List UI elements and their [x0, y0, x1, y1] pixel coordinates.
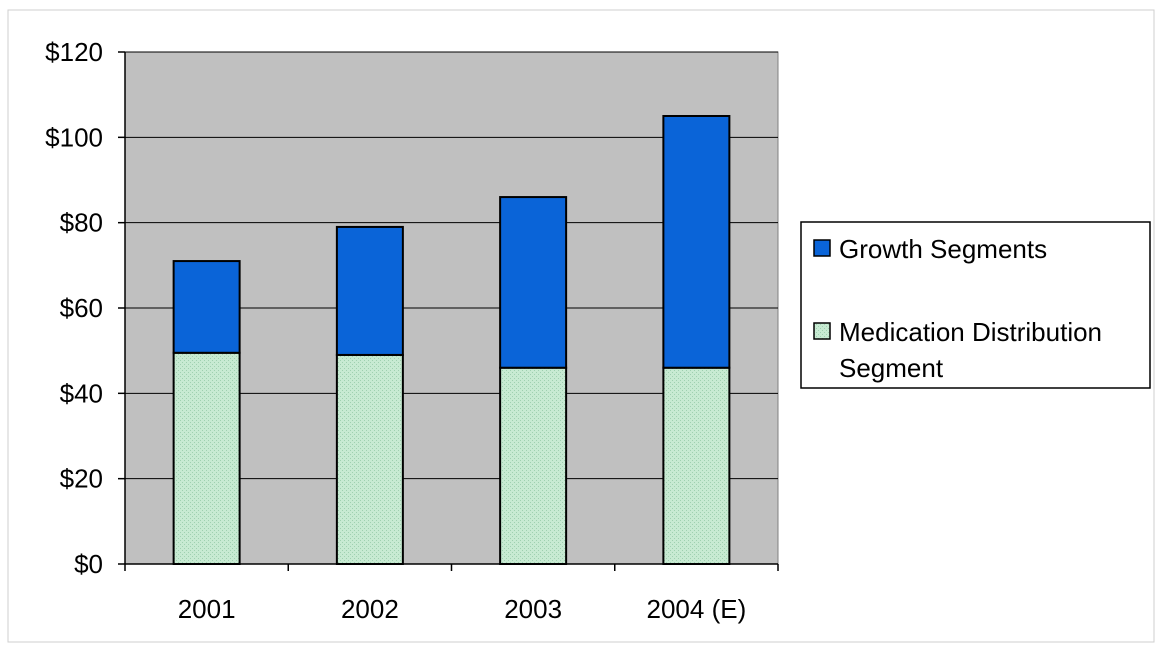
x-tick-label: 2002 — [341, 594, 399, 624]
x-tick-label: 2003 — [504, 594, 562, 624]
bar-growth-segments-2003 — [499, 196, 568, 369]
legend-label-medication-line1: Medication Distribution — [839, 317, 1102, 347]
y-tick-label: $100 — [45, 122, 103, 152]
bar-medication-distribution-segment-2002 — [335, 353, 404, 565]
y-tick-label: $20 — [60, 464, 103, 494]
y-tick-label: $120 — [45, 37, 103, 67]
y-tick-label: $60 — [60, 293, 103, 323]
legend-box — [800, 221, 1151, 389]
legend-swatch-growth — [813, 239, 831, 257]
x-tick-label: 2001 — [178, 594, 236, 624]
bar-growth-segments-2004e — [662, 115, 731, 369]
y-tick-label: $80 — [60, 208, 103, 238]
bar-medication-distribution-segment-2004e — [662, 366, 731, 565]
legend-label-growth: Growth Segments — [839, 234, 1047, 264]
chart-frame — [7, 9, 1155, 643]
x-tick-label: 2004 (E) — [647, 594, 747, 624]
legend-swatch-medication — [813, 322, 831, 340]
bar-medication-distribution-segment-2001 — [172, 351, 241, 565]
bar-growth-segments-2001 — [172, 260, 241, 354]
bar-medication-distribution-segment-2003 — [499, 366, 568, 565]
y-tick-label: $40 — [60, 378, 103, 408]
y-tick-label: $0 — [74, 549, 103, 579]
bar-growth-segments-2002 — [335, 225, 404, 356]
legend-label-medication-line2: Segment — [839, 353, 944, 383]
